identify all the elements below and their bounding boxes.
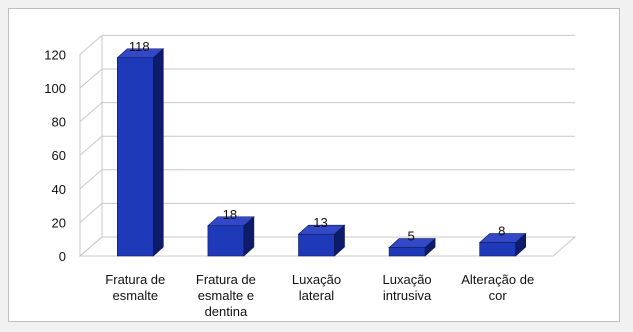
bar-top (116, 48, 165, 59)
x-tick-label: Alteração de (461, 272, 534, 287)
y-tick-label: 40 (52, 182, 66, 197)
data-label: 13 (313, 215, 327, 230)
x-tick-label: Fratura de (105, 272, 165, 287)
gridline-depth (79, 68, 103, 89)
x-tick-label: Luxação (383, 272, 432, 287)
x-tick-label: cor (489, 288, 508, 303)
gridline-depth (79, 102, 103, 122)
gridline-depth (79, 203, 103, 223)
data-label: 118 (129, 39, 150, 54)
y-tick-label: 80 (52, 115, 66, 130)
bar (388, 247, 426, 257)
data-label: 8 (498, 224, 505, 239)
bar (117, 57, 154, 257)
bar-top (388, 238, 436, 248)
gridline-depth (79, 135, 103, 156)
y-tick-label: 120 (44, 47, 66, 62)
bar-side (153, 48, 164, 257)
y-tick-label: 0 (59, 249, 66, 264)
data-label: 5 (407, 229, 414, 244)
bar-top (207, 216, 255, 227)
bar-top (297, 224, 346, 235)
chart-container: 0 20 40 60 80 100 120 118 Fratura de esmalte 18 Fra… (8, 8, 620, 322)
bar (298, 233, 335, 257)
y-tick-label: 100 (44, 81, 66, 96)
x-tick-label: esmalte (113, 288, 159, 303)
x-tick-label: Luxação (292, 272, 341, 287)
y-tick-label: 20 (52, 215, 66, 230)
data-label: 18 (223, 207, 237, 222)
gridline-depth (79, 35, 103, 55)
y-tick-label: 60 (52, 148, 66, 163)
x-tick-label: dentina (205, 304, 248, 319)
bar (207, 225, 245, 257)
gridline-depth (79, 169, 103, 190)
x-tick-label: lateral (299, 288, 335, 303)
bar-top (478, 233, 527, 243)
x-tick-label: intrusiva (383, 288, 432, 303)
x-tick-label: esmalte e (198, 288, 254, 303)
x-tick-label: Fratura de (196, 272, 256, 287)
bar (479, 242, 517, 257)
